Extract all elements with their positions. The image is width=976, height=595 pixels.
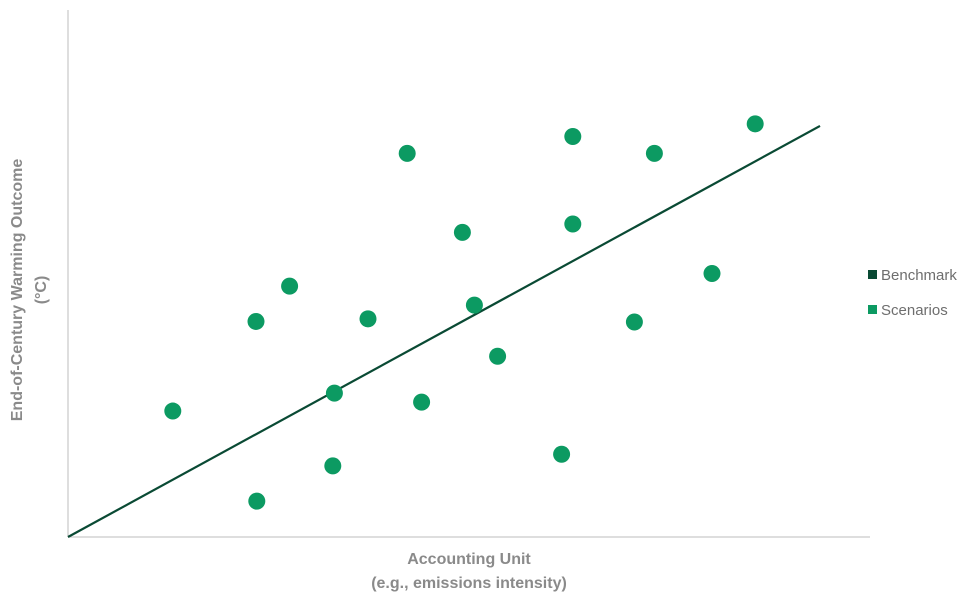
scenario-point xyxy=(325,384,343,402)
legend-label-benchmark: Benchmark xyxy=(881,267,957,284)
scenario-point xyxy=(398,144,416,162)
scenario-point xyxy=(564,127,582,145)
scenario-point xyxy=(453,223,471,241)
scenario-point xyxy=(564,215,582,233)
scenario-point xyxy=(281,277,299,295)
y-axis-title-line-2: (°C) xyxy=(33,276,50,305)
x-axis-title-line-1: Accounting Unit xyxy=(407,551,531,568)
scenario-point xyxy=(164,402,182,420)
scenario-point xyxy=(625,313,643,331)
scenario-point xyxy=(746,115,764,133)
scenario-point xyxy=(413,393,431,411)
y-axis-title-line-1: End-of-Century Warming Outcome xyxy=(9,159,26,422)
x-axis-title-line-2: (e.g., emissions intensity) xyxy=(371,575,567,592)
scenario-point xyxy=(248,492,266,510)
plot-marks xyxy=(67,115,821,538)
scenario-point xyxy=(645,144,663,162)
benchmark-line xyxy=(67,124,821,538)
scenario-point xyxy=(553,445,571,463)
scenario-point xyxy=(247,312,265,330)
legend: Benchmark Scenarios xyxy=(868,267,957,319)
legend-label-scenarios: Scenarios xyxy=(881,302,948,319)
scenario-point xyxy=(324,457,342,475)
scenario-point xyxy=(465,296,483,314)
scenario-point xyxy=(489,347,507,365)
axes xyxy=(67,10,870,538)
scenario-point xyxy=(703,265,721,282)
legend-swatch-benchmark xyxy=(868,270,877,279)
legend-swatch-scenarios xyxy=(868,305,877,314)
scenario-point xyxy=(359,310,377,328)
